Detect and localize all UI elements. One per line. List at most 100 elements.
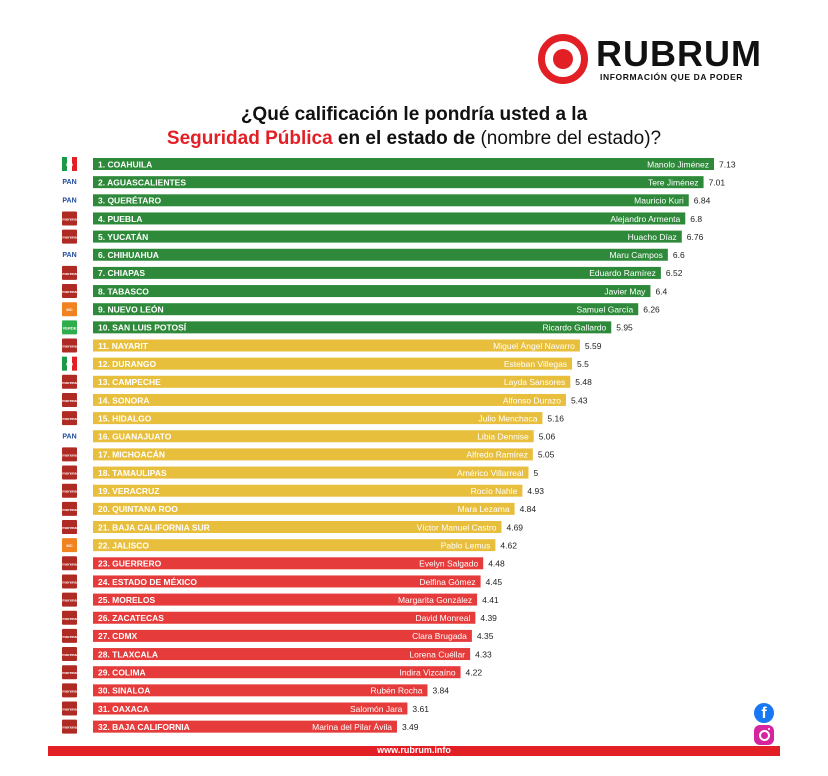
party-label: morena [62, 398, 77, 403]
party-label: morena [62, 289, 77, 294]
party-icon [62, 211, 77, 226]
bar [93, 321, 612, 334]
bar [93, 230, 682, 243]
party-label: PAN [62, 197, 76, 204]
governor-label: Manolo Jiménez [647, 159, 709, 169]
value-label: 5.43 [571, 395, 588, 405]
facebook-icon[interactable]: f [754, 703, 774, 723]
category-label: 24. ESTADO DE MÉXICO [98, 577, 197, 587]
category-label: 28. TLAXCALA [98, 649, 158, 659]
value-label: 5.16 [547, 413, 564, 423]
party-icon [62, 592, 77, 607]
footer-url[interactable]: www.rubrum.info [377, 745, 451, 755]
value-label: 7.01 [709, 177, 726, 187]
bar [93, 484, 523, 497]
party-label: morena [62, 725, 77, 730]
category-label: 20. QUINTANA ROO [98, 504, 178, 514]
party-label: morena [62, 616, 77, 621]
party-icon [62, 193, 77, 208]
bar [93, 248, 668, 261]
bar [93, 285, 651, 298]
party-icon [62, 284, 77, 299]
title-normal-part: (nombre del estado)? [480, 128, 662, 149]
party-icon [62, 665, 77, 680]
logo-ring-icon [538, 34, 588, 84]
party-label: morena [62, 380, 77, 385]
party-icon [62, 701, 77, 716]
party-icon [62, 683, 77, 698]
value-label: 4.41 [482, 595, 499, 605]
governor-label: Alfredo Ramírez [466, 450, 527, 460]
party-label: morena [62, 561, 77, 566]
category-label: 16. GUANAJUATO [98, 432, 172, 442]
governor-label: Alejandro Armenta [610, 214, 680, 224]
value-label: 6.8 [690, 214, 702, 224]
party-icon-stripe [72, 157, 77, 171]
party-icon [62, 247, 77, 262]
party-icon [62, 429, 77, 444]
category-label: 21. BAJA CALIFORNIA SUR [98, 522, 210, 532]
bar [93, 502, 515, 515]
party-icon-stripe [62, 356, 67, 371]
bar [93, 702, 408, 715]
governor-label: Tere Jiménez [648, 177, 699, 187]
title-bold-part: en el estado de [332, 128, 481, 149]
party-icon-stripe [72, 356, 77, 371]
party-label: morena [62, 235, 77, 240]
instagram-icon[interactable] [754, 725, 774, 745]
party-label: morena [62, 452, 77, 457]
bar [93, 720, 397, 733]
party-label: PRI [66, 362, 73, 367]
party-label: morena [62, 507, 77, 512]
bar [93, 575, 481, 588]
party-icon [62, 320, 77, 335]
category-label: 31. OAXACA [98, 704, 149, 714]
party-icon [62, 647, 77, 662]
governor-label: Javier May [604, 286, 646, 296]
category-label: 19. VERACRUZ [98, 486, 159, 496]
bar [93, 194, 689, 207]
value-label: 5.48 [575, 377, 592, 387]
value-label: 6.84 [694, 196, 711, 206]
category-label: 6. CHIHUAHUA [98, 250, 159, 260]
bar [93, 593, 478, 606]
logo-wordmark: RUBRUM [596, 33, 762, 74]
category-label: 30. SINALOA [98, 686, 150, 696]
bar [93, 176, 704, 189]
value-label: 5 [534, 468, 539, 478]
value-label: 6.4 [655, 286, 667, 296]
party-label: morena [62, 344, 77, 349]
rubrum-logo: RUBRUM INFORMACIÓN QUE DA PODER [538, 34, 770, 86]
governor-label: Rocío Nahle [471, 486, 518, 496]
governor-label: Indira Vizcaíno [399, 668, 455, 678]
category-label: 17. MICHOACÁN [98, 450, 165, 460]
chart-title-line1: ¿Qué calificación le pondría usted a la [240, 104, 588, 125]
bar [93, 158, 715, 170]
party-icon [62, 501, 77, 516]
party-label: morena [62, 652, 77, 657]
bar [93, 557, 484, 570]
governor-label: Mara Lezama [458, 504, 510, 514]
category-label: 13. CAMPECHE [98, 377, 161, 387]
category-label: 3. QUERÉTARO [98, 196, 162, 206]
party-label: morena [62, 670, 77, 675]
value-label: 5.5 [577, 359, 589, 369]
party-icon [62, 447, 77, 462]
governor-label: Margarita González [398, 595, 472, 605]
value-label: 6.6 [673, 250, 685, 260]
category-label: 18. TAMAULIPAS [98, 468, 167, 478]
value-label: 3.49 [402, 722, 419, 732]
party-label: PRI [66, 162, 73, 167]
category-label: 14. SONORA [98, 395, 150, 405]
category-label: 25. MORELOS [98, 595, 155, 605]
party-label: morena [62, 471, 77, 476]
value-label: 4.22 [466, 668, 483, 678]
value-label: 4.35 [477, 631, 494, 641]
party-label: morena [62, 634, 77, 639]
party-icon [62, 719, 77, 734]
category-label: 27. CDMX [98, 631, 138, 641]
value-label: 4.39 [480, 613, 497, 623]
governor-label: Layda Sansores [504, 377, 565, 387]
governor-label: Evelyn Salgado [419, 559, 478, 569]
